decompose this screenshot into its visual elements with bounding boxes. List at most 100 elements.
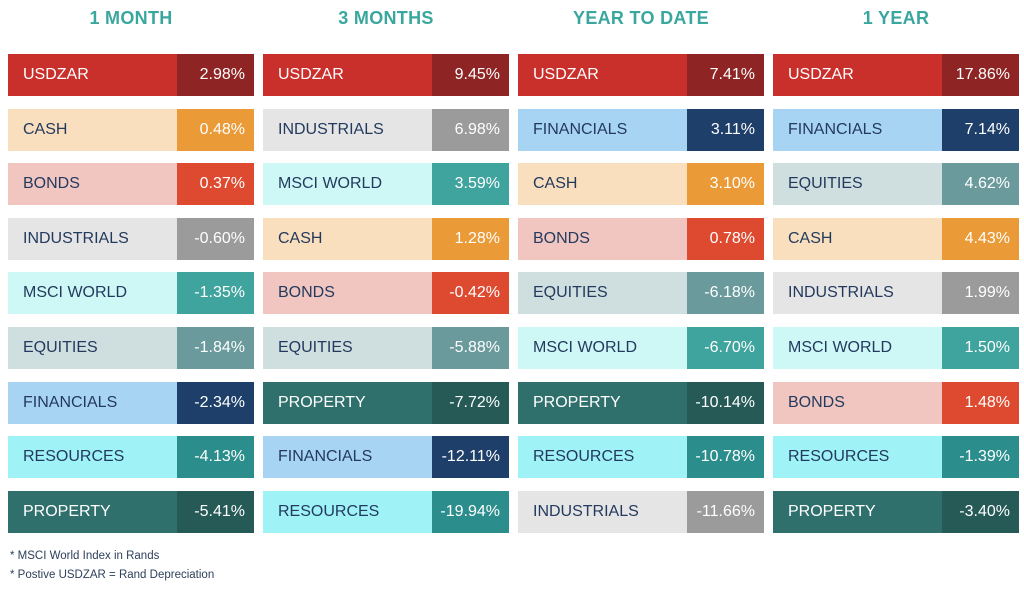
asset-label: RESOURCES [773, 436, 942, 478]
return-value: 4.62% [942, 163, 1019, 205]
return-value: 1.28% [432, 218, 509, 260]
table-row: PROPERTY -5.41% [8, 491, 254, 533]
asset-label: PROPERTY [263, 382, 432, 424]
table-row: EQUITIES 4.62% [773, 163, 1019, 205]
column-title: 3 MONTHS [338, 8, 434, 28]
table-row: USDZAR 2.98% [8, 54, 254, 96]
return-value: -2.34% [177, 382, 254, 424]
return-value: -1.84% [177, 327, 254, 369]
return-value: 0.78% [687, 218, 764, 260]
asset-label: EQUITIES [518, 272, 687, 314]
return-value: -5.41% [177, 491, 254, 533]
asset-label: PROPERTY [518, 382, 687, 424]
asset-label: BONDS [8, 163, 177, 205]
column-title: YEAR TO DATE [573, 8, 709, 28]
table-row: BONDS 0.78% [518, 218, 764, 260]
asset-label: RESOURCES [8, 436, 177, 478]
return-value: 7.14% [942, 109, 1019, 151]
table-row: MSCI WORLD 3.59% [263, 163, 509, 205]
asset-label: CASH [773, 218, 942, 260]
return-value: 7.41% [687, 54, 764, 96]
asset-label: FINANCIALS [8, 382, 177, 424]
return-value: 9.45% [432, 54, 509, 96]
asset-label: EQUITIES [8, 327, 177, 369]
table-row: BONDS 0.37% [8, 163, 254, 205]
return-value: -1.39% [942, 436, 1019, 478]
table-row: CASH 1.28% [263, 218, 509, 260]
asset-label: FINANCIALS [518, 109, 687, 151]
asset-label: INDUSTRIALS [773, 272, 942, 314]
return-value: -7.72% [432, 382, 509, 424]
asset-label: USDZAR [518, 54, 687, 96]
asset-label: CASH [518, 163, 687, 205]
return-value: -0.42% [432, 272, 509, 314]
return-value: -5.88% [432, 327, 509, 369]
return-value: -12.11% [432, 436, 509, 478]
asset-label: MSCI WORLD [518, 327, 687, 369]
table-row: INDUSTRIALS 1.99% [773, 272, 1019, 314]
table-row: EQUITIES -6.18% [518, 272, 764, 314]
table-row: CASH 0.48% [8, 109, 254, 151]
return-value: -10.78% [687, 436, 764, 478]
table-row: BONDS -0.42% [263, 272, 509, 314]
return-value: 1.50% [942, 327, 1019, 369]
asset-label: MSCI WORLD [8, 272, 177, 314]
table-row: EQUITIES -5.88% [263, 327, 509, 369]
table-row: RESOURCES -19.94% [263, 491, 509, 533]
column-title: 1 MONTH [89, 8, 173, 28]
asset-label: CASH [8, 109, 177, 151]
return-value: 4.43% [942, 218, 1019, 260]
asset-label: CASH [263, 218, 432, 260]
return-value: -6.18% [687, 272, 764, 314]
table-row: EQUITIES -1.84% [8, 327, 254, 369]
table-row: MSCI WORLD -1.35% [8, 272, 254, 314]
table-row: INDUSTRIALS -11.66% [518, 491, 764, 533]
asset-label: BONDS [773, 382, 942, 424]
asset-label: BONDS [263, 272, 432, 314]
table-row: PROPERTY -3.40% [773, 491, 1019, 533]
return-value: 0.37% [177, 163, 254, 205]
table-row: INDUSTRIALS 6.98% [263, 109, 509, 151]
asset-label: MSCI WORLD [773, 327, 942, 369]
asset-label: FINANCIALS [773, 109, 942, 151]
asset-label: USDZAR [263, 54, 432, 96]
asset-label: INDUSTRIALS [8, 218, 177, 260]
asset-label: INDUSTRIALS [263, 109, 432, 151]
footnote-msci: * MSCI World Index in Rands [10, 550, 160, 562]
return-value: 17.86% [942, 54, 1019, 96]
return-value: -19.94% [432, 491, 509, 533]
table-row: INDUSTRIALS -0.60% [8, 218, 254, 260]
return-value: 3.11% [687, 109, 764, 151]
table-row: RESOURCES -1.39% [773, 436, 1019, 478]
asset-label: PROPERTY [773, 491, 942, 533]
asset-label: BONDS [518, 218, 687, 260]
asset-label: EQUITIES [773, 163, 942, 205]
table-row: FINANCIALS -12.11% [263, 436, 509, 478]
asset-label: EQUITIES [263, 327, 432, 369]
asset-label: FINANCIALS [263, 436, 432, 478]
asset-label: INDUSTRIALS [518, 491, 687, 533]
table-row: RESOURCES -10.78% [518, 436, 764, 478]
column-title: 1 YEAR [862, 8, 930, 28]
return-value: -3.40% [942, 491, 1019, 533]
table-row: PROPERTY -10.14% [518, 382, 764, 424]
return-value: 6.98% [432, 109, 509, 151]
return-value: -10.14% [687, 382, 764, 424]
table-row: CASH 3.10% [518, 163, 764, 205]
asset-label: MSCI WORLD [263, 163, 432, 205]
table-row: MSCI WORLD 1.50% [773, 327, 1019, 369]
table-row: FINANCIALS 3.11% [518, 109, 764, 151]
asset-label: PROPERTY [8, 491, 177, 533]
return-value: 2.98% [177, 54, 254, 96]
asset-label: RESOURCES [518, 436, 687, 478]
return-value: 1.99% [942, 272, 1019, 314]
return-value: -4.13% [177, 436, 254, 478]
table-row: USDZAR 9.45% [263, 54, 509, 96]
return-value: 0.48% [177, 109, 254, 151]
table-row: USDZAR 7.41% [518, 54, 764, 96]
table-row: RESOURCES -4.13% [8, 436, 254, 478]
return-value: 1.48% [942, 382, 1019, 424]
return-value: -0.60% [177, 218, 254, 260]
return-value: -1.35% [177, 272, 254, 314]
return-value: -6.70% [687, 327, 764, 369]
